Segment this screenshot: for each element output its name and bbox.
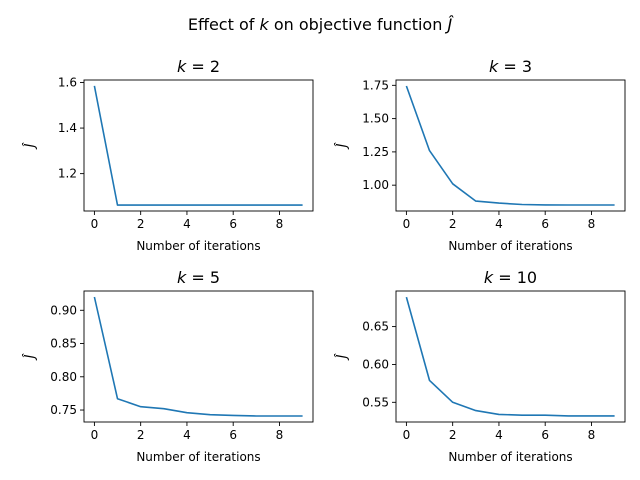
x-tick-label: 6 — [541, 428, 549, 442]
y-tick-label: 0.85 — [50, 337, 77, 351]
y-axis-label: Ĵ — [23, 141, 38, 150]
x-axis-label: Number of iterations — [136, 450, 260, 464]
subplot-title-var: k — [484, 268, 494, 287]
y-axis-label: Ĵ — [23, 352, 38, 361]
subplot-title-value: = 5 — [186, 268, 220, 287]
series-line — [93, 85, 303, 206]
x-tick-label: 4 — [183, 428, 191, 442]
x-tick-label: 4 — [183, 217, 191, 231]
figure-title-prefix: Effect of — [188, 15, 260, 34]
y-tick-label: 0.75 — [50, 403, 77, 417]
figure-title-suffix: on objective function — [269, 15, 448, 34]
x-tick-label: 6 — [229, 217, 237, 231]
x-tick-label: 8 — [588, 217, 596, 231]
x-tick-label: 2 — [449, 428, 457, 442]
axes-frame — [83, 79, 314, 212]
subplot-title: k = 2 — [177, 57, 220, 76]
y-tick-label: 0.60 — [362, 357, 389, 371]
y-axis-label: Ĵ — [335, 141, 350, 150]
subplot-title: k = 5 — [177, 268, 220, 287]
subplot-title-var: k — [489, 57, 499, 76]
y-tick-label: 1.50 — [362, 112, 389, 126]
x-axis-label: Number of iterations — [448, 239, 572, 253]
y-tick-label: 1.2 — [58, 167, 77, 181]
subplot-title-var: k — [177, 57, 187, 76]
subplot-title-value: = 3 — [498, 57, 532, 76]
y-tick-label: 0.80 — [50, 370, 77, 384]
x-tick-label: 0 — [403, 217, 411, 231]
axes-frame — [395, 79, 626, 212]
subplot-title-var: k — [177, 268, 187, 287]
axes-frame — [395, 290, 626, 423]
y-tick-label: 0.65 — [362, 320, 389, 334]
subplot-title: k = 10 — [484, 268, 537, 287]
figure-title-var: k — [259, 15, 269, 34]
x-tick-label: 2 — [137, 217, 145, 231]
x-tick-label: 8 — [588, 428, 596, 442]
y-tick-label: 1.75 — [362, 78, 389, 92]
x-tick-label: 8 — [276, 428, 284, 442]
subplot-title-value: = 2 — [186, 57, 220, 76]
axes-frame — [83, 290, 314, 423]
y-tick-label: 0.55 — [362, 395, 389, 409]
series-line — [405, 85, 615, 206]
y-tick-label: 1.00 — [362, 178, 389, 192]
subplot-4: k = 10 0 2 4 6 8 0.55 0.60 0.65 Number of iterati… — [335, 268, 626, 464]
x-axis-label: Number of iterations — [448, 450, 572, 464]
y-axis-label: Ĵ — [335, 352, 350, 361]
series-line — [93, 296, 303, 417]
y-tick-label: 1.25 — [362, 145, 389, 159]
subplot-1: k = 2 0 2 4 6 8 1.2 1.4 1.6 Number of iterations Ĵ — [23, 57, 314, 253]
series-line — [405, 296, 615, 417]
x-tick-label: 6 — [229, 428, 237, 442]
subplot-title-value: = 10 — [493, 268, 537, 287]
panels: k = 2 0 2 4 6 8 1.2 1.4 1.6 Number of iterations Ĵ… — [23, 57, 626, 464]
x-tick-label: 2 — [449, 217, 457, 231]
y-tick-label: 1.4 — [58, 121, 77, 135]
x-tick-label: 6 — [541, 217, 549, 231]
y-tick-label: 1.6 — [58, 76, 77, 90]
x-tick-label: 0 — [91, 428, 99, 442]
y-tick-label: 0.90 — [50, 303, 77, 317]
subplot-title: k = 3 — [489, 57, 532, 76]
x-tick-label: 0 — [91, 217, 99, 231]
subplot-3: k = 5 0 2 4 6 8 0.75 0.80 0.85 0.90 Number of iter… — [23, 268, 314, 464]
x-axis-label: Number of iterations — [136, 239, 260, 253]
x-tick-label: 0 — [403, 428, 411, 442]
figure-title-symbol: Ĵ — [444, 15, 454, 34]
x-tick-label: 2 — [137, 428, 145, 442]
x-tick-label: 8 — [276, 217, 284, 231]
x-tick-label: 4 — [495, 428, 503, 442]
figure-title: Effect of k on objective function Ĵ — [188, 15, 455, 34]
subplot-2: k = 3 0 2 4 6 8 1.00 1.25 1.50 1.75 Number of iter… — [335, 57, 626, 253]
x-tick-label: 4 — [495, 217, 503, 231]
